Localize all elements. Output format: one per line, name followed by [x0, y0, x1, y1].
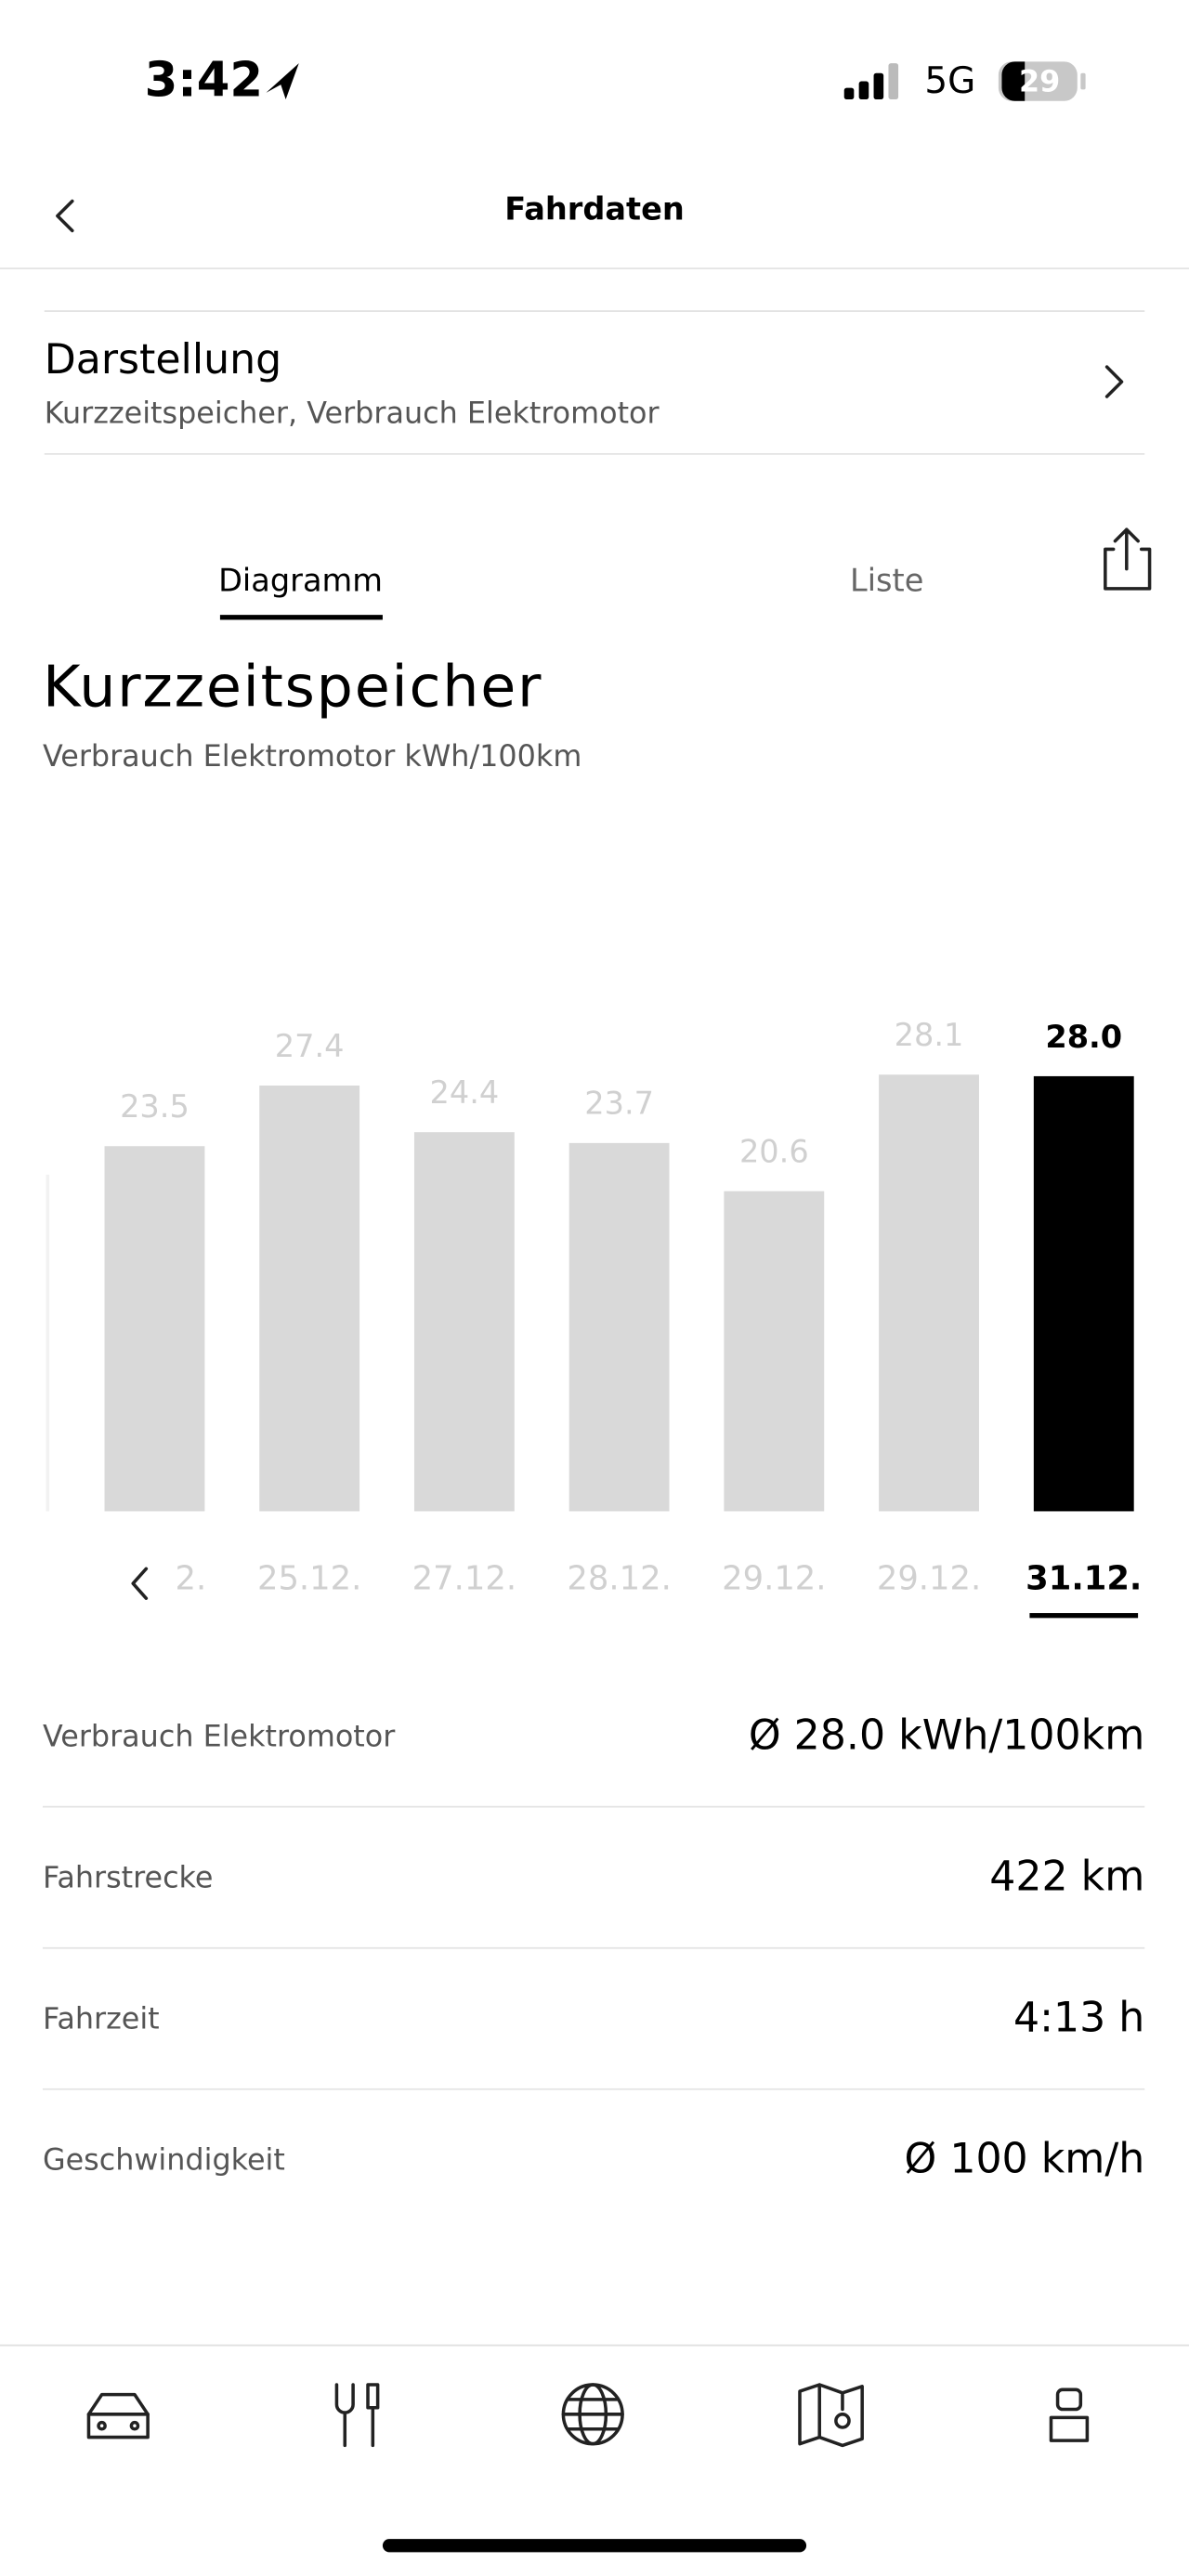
- value-label: 28.1: [895, 1017, 964, 1053]
- status-time: 3:42: [145, 52, 264, 108]
- bar: [104, 1146, 205, 1512]
- tab-list[interactable]: Liste: [850, 562, 923, 598]
- stat-value: Ø 100 km/h: [905, 2136, 1145, 2183]
- x-tick-label: 27.12.: [412, 1560, 516, 1598]
- value-label: 27.4: [275, 1028, 345, 1064]
- nav-car[interactable]: [86, 2392, 150, 2439]
- chart: 23.5 2. 27.4 25.12. 24.4 27.12. 23.7 28.12. 20.6…: [104, 1017, 1142, 1619]
- nav-service[interactable]: [334, 2383, 380, 2448]
- home-indicator: [382, 2539, 807, 2553]
- value-label: 20.6: [739, 1134, 809, 1170]
- nav-globe[interactable]: [561, 2383, 624, 2446]
- selected-indicator: [1029, 1613, 1139, 1619]
- bar: [724, 1190, 825, 1512]
- stat-label: Fahrstrecke: [43, 1859, 213, 1894]
- settings-title: Darstellung: [45, 336, 281, 384]
- status-network: 5G: [924, 60, 975, 102]
- value-label: 24.4: [430, 1074, 500, 1111]
- nav-map[interactable]: [798, 2383, 864, 2448]
- partial-bar: [46, 1175, 50, 1512]
- chevron: [1104, 365, 1124, 398]
- x-tick-label: 28.12.: [567, 1560, 671, 1598]
- x-tick-label: 2.: [175, 1560, 206, 1598]
- stat-label: Verbrauch Elektromotor: [43, 1718, 396, 1753]
- header-title: Fahrdaten: [504, 191, 685, 228]
- bar: [413, 1132, 515, 1512]
- x-tick-label: 31.12.: [1026, 1560, 1142, 1598]
- settings-row[interactable]: Darstellung Kurzzeitspeicher, Verbrauch …: [45, 336, 1124, 431]
- x-tick-label: 25.12.: [257, 1560, 361, 1598]
- x-tick-label: 29.12.: [722, 1560, 826, 1598]
- share-button[interactable]: [1104, 527, 1152, 591]
- settings-subtitle: Kurzzeitspeicher, Verbrauch Elektromotor: [45, 395, 660, 430]
- chart-title: Kurzzeitspeicher: [43, 654, 542, 721]
- back-button[interactable]: [56, 199, 74, 233]
- value-label: 23.5: [120, 1088, 189, 1125]
- stat-label: Geschwindigkeit: [43, 2142, 285, 2178]
- tab-indicator: [219, 615, 383, 620]
- x-tick-label: 29.12.: [877, 1560, 981, 1598]
- battery-tip: [1080, 72, 1086, 90]
- bar: [259, 1085, 360, 1512]
- stats-list: Verbrauch Elektromotor Ø 28.0 kWh/100km Fa…: [43, 1711, 1145, 2183]
- chart-prev[interactable]: [131, 1567, 149, 1600]
- bar: [568, 1142, 670, 1512]
- bar: [1033, 1075, 1134, 1512]
- battery-text: 29: [1019, 63, 1060, 98]
- chart-subtitle: Verbrauch Elektromotor kWh/100km: [43, 738, 581, 774]
- battery-level: [1001, 61, 1026, 101]
- nav-profile[interactable]: [1049, 2387, 1090, 2442]
- stat-value: Ø 28.0 kWh/100km: [749, 1711, 1144, 1759]
- value-label: 23.7: [584, 1086, 654, 1122]
- stat-label: Fahrzeit: [43, 2001, 160, 2036]
- stat-value: 422 km: [989, 1853, 1144, 1900]
- location-icon: [266, 63, 299, 99]
- stat-value: 4:13 h: [1013, 1995, 1144, 2042]
- bar: [879, 1074, 979, 1512]
- tab-diagram[interactable]: Diagramm: [218, 562, 383, 598]
- value-label: 28.0: [1045, 1019, 1122, 1055]
- signal-icon: [843, 63, 899, 99]
